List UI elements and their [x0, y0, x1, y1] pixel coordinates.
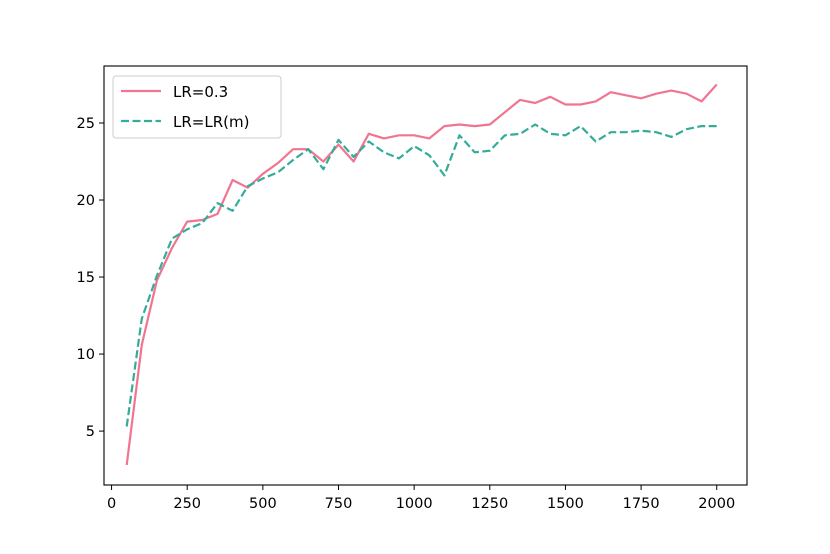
x-tick-label: 750	[325, 496, 353, 512]
x-tick-label: 0	[107, 496, 116, 512]
legend: LR=0.3 LR=LR(m)	[112, 75, 282, 139]
legend-label-lr-lrm: LR=LR(m)	[173, 113, 249, 131]
y-tick-label: 20	[77, 193, 95, 209]
legend-label-lr-0.3: LR=0.3	[173, 83, 228, 101]
y-tick-label: 15	[77, 270, 95, 286]
x-tick-label: 250	[173, 496, 201, 512]
series-layer	[125, 83, 718, 466]
series-line-0	[125, 83, 718, 466]
x-tick-label: 1000	[396, 496, 433, 512]
x-tick-label: 1500	[547, 496, 584, 512]
x-tick-label: 1250	[471, 496, 508, 512]
y-tick-label: 10	[77, 347, 95, 363]
x-tick-label: 1750	[623, 496, 660, 512]
x-tick-label: 2000	[698, 496, 735, 512]
y-tick-label: 5	[86, 424, 95, 440]
y-tick-label: 25	[77, 116, 95, 132]
plot-frame	[103, 65, 748, 486]
x-tick-label: 500	[249, 496, 277, 512]
axes-layer: 0 250 500 750 1000 1250 1500 1750 2000 5 10 15 20 25	[77, 116, 736, 512]
series-line-1	[125, 123, 717, 427]
